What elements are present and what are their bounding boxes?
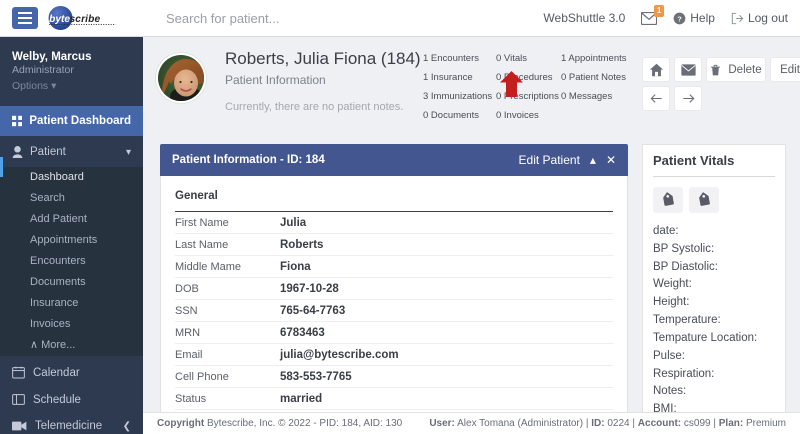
- svg-text:scribe: scribe: [70, 14, 101, 25]
- svg-text:?: ?: [678, 15, 682, 23]
- svg-text:byte: byte: [49, 14, 70, 25]
